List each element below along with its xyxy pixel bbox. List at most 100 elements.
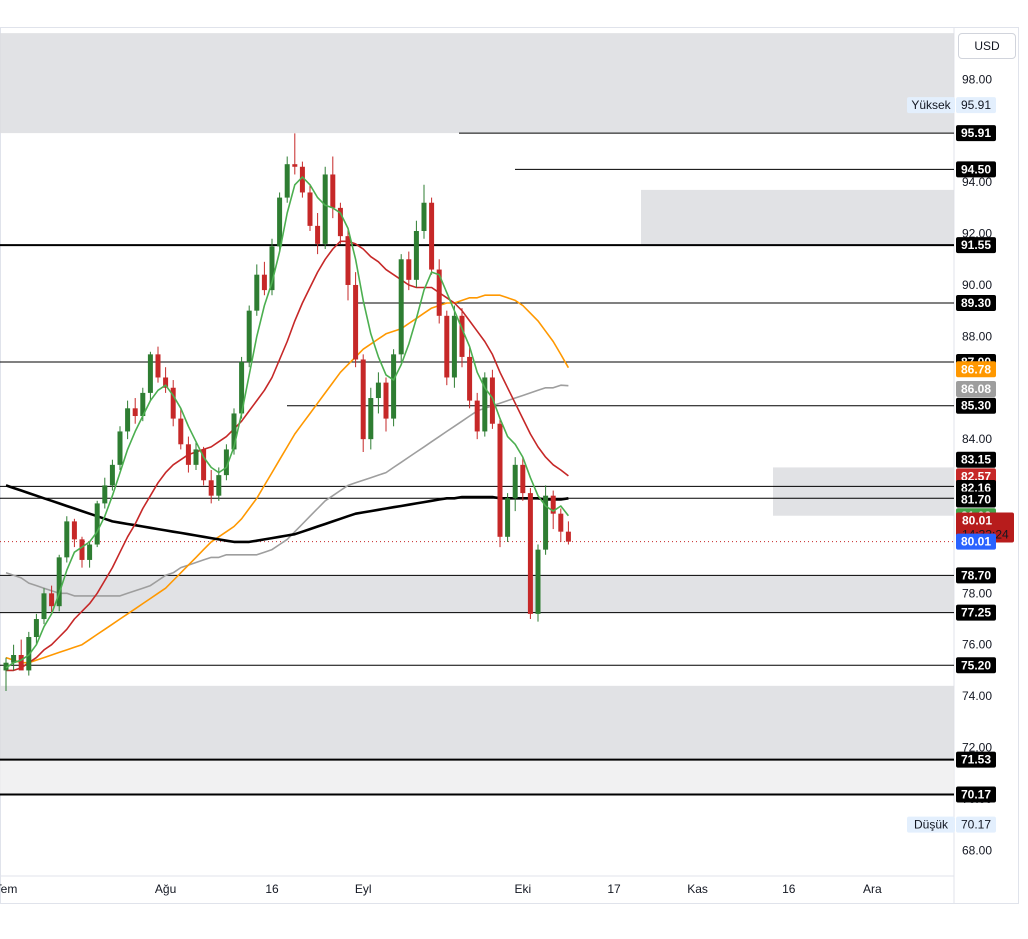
candle-body [3,662,9,671]
candle-body [322,174,328,244]
candle-body [140,392,146,417]
low-label-value-bg [956,816,996,833]
time-axis-label: 16 [265,882,279,896]
time-axis-label: Eyl [355,882,372,896]
candle-body [520,464,526,494]
candle-body [216,475,222,496]
candle-body [254,274,260,311]
price-tick-label: 92.00 [962,227,992,241]
price-tick-label: 94.00 [962,175,992,189]
price-tick-label: 72.00 [962,741,992,755]
low-label-value: 70.17 [961,818,991,832]
candle-body [459,315,465,357]
ma-fast-line [5,176,570,669]
candle-body [398,259,404,355]
candle-body [307,192,313,226]
ma-200-line [5,484,569,544]
price-tag-bg [956,161,996,178]
candle-body [550,495,556,514]
candle-body [102,485,108,504]
price-tag-bg [956,604,996,621]
ma-mid-line [6,240,569,672]
candle-body [223,449,229,476]
zone-rect [0,759,954,795]
price-tag-bg [956,237,996,254]
price-tag-bg [956,657,996,674]
price-tag-bg [956,397,996,414]
price-tag: 86.78 [961,362,991,376]
candle-body [315,225,321,244]
candle-body [360,359,366,440]
price-tag: 89.30 [961,296,991,310]
candle-body [489,377,495,424]
currency-button[interactable]: USD [958,33,1016,59]
candle-body [239,362,245,414]
candle-body [277,197,283,247]
price-tag-bg [956,751,996,768]
candle-body [391,354,397,419]
candle-body [337,207,343,237]
price-tag: 81.70 [961,493,991,507]
candle-body [41,593,47,620]
candle-body [185,444,191,465]
candle-body [56,557,62,607]
price-tag-bg [956,294,996,311]
high-label-text-bg [907,97,955,114]
low-label-text: Düşük [914,818,949,832]
candle-body [231,413,237,450]
high-label-value: 95.91 [961,98,991,112]
price-tick-label: 68.00 [962,843,992,857]
candle-body [527,493,533,614]
price-tag: 83.15 [961,453,991,467]
low-label-text-bg [907,816,955,833]
high-label-text: Yüksek [911,98,951,112]
price-tag-bg [956,451,996,468]
ma-long-line [5,384,569,597]
ma-slow-line [5,294,570,664]
candle-body [147,354,153,393]
time-axis-label: Ağu [155,882,176,896]
time-axis-label: Tem [0,882,17,896]
price-tag: 82.57 [961,469,991,483]
price-tag-bg [956,361,996,378]
candle-body [505,498,511,537]
candle-body [246,310,252,363]
price-tag: 94.50 [961,162,991,176]
candle-body [451,315,457,378]
candle-body [11,655,17,663]
candle-body [444,315,450,378]
candle-body [18,655,24,671]
candle-body [345,236,351,285]
candle-body [413,231,419,280]
zone-rect [0,33,954,134]
candle-body [406,259,412,280]
candle-body [429,202,435,270]
time-axis-label: Kas [687,882,708,896]
last-price-value: 80.01 [962,514,992,528]
candle-body [535,549,541,614]
time-axis-label: 16 [782,882,796,896]
price-tag-bg [956,125,996,142]
price-tag: 78.70 [961,568,991,582]
candle-body [178,418,184,445]
candle-body [87,544,93,560]
candle-body [565,531,571,542]
price-tag-bg [956,491,996,508]
time-axis-label: 17 [607,882,621,896]
candle-body [79,539,85,560]
high-label-value-bg [956,97,996,114]
candle-body [497,423,503,537]
candle-body [71,521,77,540]
candle-body [353,284,359,360]
price-tag: 86.08 [961,382,991,396]
price-tag: 77.25 [961,606,991,620]
candle-body [330,174,336,208]
price-tag-bg [956,786,996,803]
price-tick-label: 90.00 [962,278,992,292]
price-tag-bg [956,381,996,398]
price-tag: 82.16 [961,481,991,495]
candle-body [482,377,488,432]
candle-body [383,382,389,419]
